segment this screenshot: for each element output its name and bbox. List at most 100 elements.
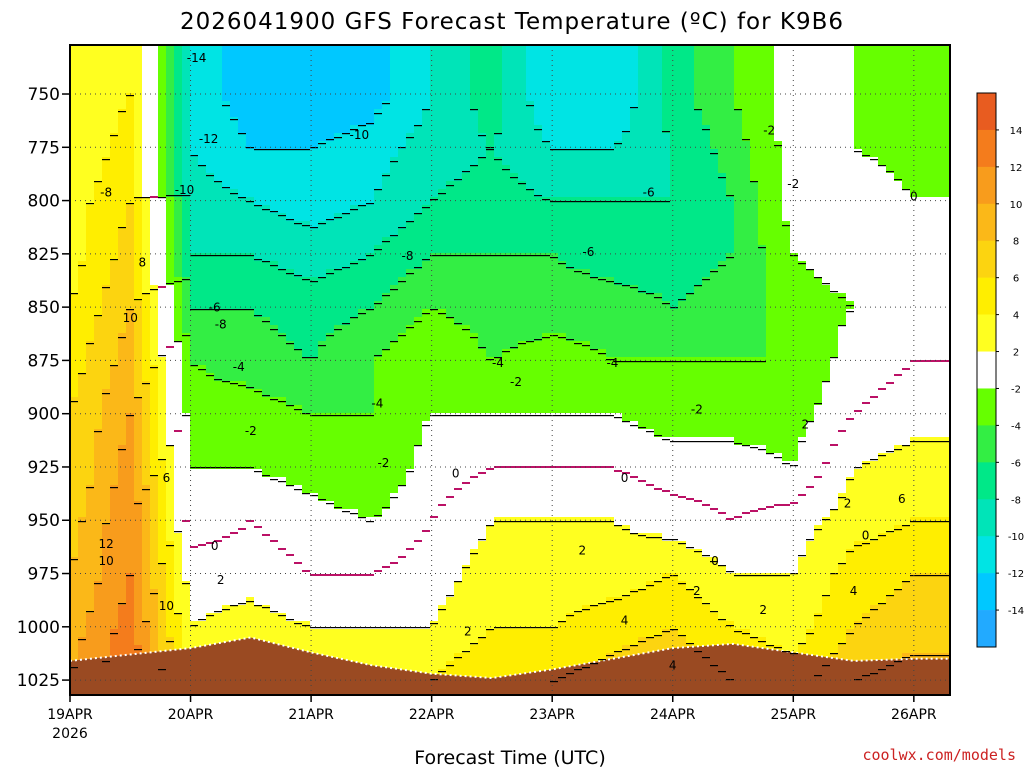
temperature-cell xyxy=(526,293,535,302)
temperature-cell xyxy=(206,101,215,110)
temperature-cell xyxy=(94,133,103,142)
temperature-cell xyxy=(470,453,479,462)
temperature-cell xyxy=(238,405,247,414)
temperature-cell xyxy=(182,133,191,142)
temperature-cell xyxy=(542,509,551,518)
temperature-cell xyxy=(166,501,175,510)
temperature-cell xyxy=(398,469,407,478)
temperature-cell xyxy=(222,405,231,414)
temperature-cell xyxy=(526,53,535,62)
temperature-cell xyxy=(478,477,487,486)
temperature-cell xyxy=(206,93,215,102)
temperature-cell xyxy=(246,621,255,630)
temperature-cell xyxy=(86,549,95,558)
temperature-cell xyxy=(198,405,207,414)
temperature-cell xyxy=(286,525,295,534)
temperature-cell xyxy=(294,77,303,86)
temperature-cell xyxy=(70,69,79,78)
temperature-cell xyxy=(414,69,423,78)
temperature-cell xyxy=(502,189,511,198)
temperature-cell xyxy=(374,277,383,286)
temperature-cell xyxy=(150,573,159,582)
temperature-cell xyxy=(230,389,239,398)
temperature-cell xyxy=(382,301,391,310)
temperature-cell xyxy=(406,629,415,638)
temperature-cell xyxy=(366,453,375,462)
temperature-cell xyxy=(270,533,279,542)
temperature-cell xyxy=(302,317,311,326)
temperature-cell xyxy=(302,213,311,222)
temperature-cell xyxy=(78,381,87,390)
temperature-cell xyxy=(78,53,87,62)
temperature-cell xyxy=(446,453,455,462)
temperature-cell xyxy=(118,101,127,110)
temperature-cell xyxy=(102,77,111,86)
temperature-cell xyxy=(286,557,295,566)
temperature-cell xyxy=(190,221,199,230)
temperature-cell xyxy=(134,525,143,534)
temperature-cell xyxy=(246,69,255,78)
temperature-cell xyxy=(150,109,159,118)
temperature-cell xyxy=(478,429,487,438)
temperature-cell xyxy=(286,437,295,446)
temperature-cell xyxy=(342,381,351,390)
temperature-cell xyxy=(334,485,343,494)
temperature-cell xyxy=(406,405,415,414)
temperature-cell xyxy=(334,205,343,214)
temperature-cell xyxy=(230,445,239,454)
temperature-cell xyxy=(550,389,559,398)
temperature-cell xyxy=(422,141,431,150)
temperature-cell xyxy=(550,509,559,518)
temperature-cell xyxy=(382,309,391,318)
temperature-cell xyxy=(70,429,79,438)
temperature-cell xyxy=(78,133,87,142)
temperature-cell xyxy=(318,349,327,358)
temperature-cell xyxy=(118,165,127,174)
temperature-cell xyxy=(358,341,367,350)
temperature-cell xyxy=(318,69,327,78)
temperature-cell xyxy=(302,53,311,62)
temperature-cell xyxy=(334,117,343,126)
temperature-cell xyxy=(150,461,159,470)
temperature-cell xyxy=(358,429,367,438)
temperature-cell xyxy=(126,549,135,558)
temperature-cell xyxy=(118,317,127,326)
temperature-cell xyxy=(214,141,223,150)
temperature-cell xyxy=(382,421,391,430)
temperature-cell xyxy=(326,349,335,358)
temperature-cell xyxy=(398,61,407,70)
temperature-cell xyxy=(78,525,87,534)
temperature-cell xyxy=(454,261,463,270)
temperature-cell xyxy=(118,253,127,262)
temperature-cell xyxy=(150,93,159,102)
temperature-cell xyxy=(238,533,247,542)
temperature-cell xyxy=(374,397,383,406)
temperature-cell xyxy=(110,621,119,630)
temperature-cell xyxy=(166,85,175,94)
temperature-cell xyxy=(198,205,207,214)
temperature-cell xyxy=(206,333,215,342)
temperature-cell xyxy=(342,221,351,230)
temperature-cell xyxy=(230,133,239,142)
temperature-cell xyxy=(518,357,527,366)
temperature-cell xyxy=(390,93,399,102)
temperature-cell xyxy=(374,173,383,182)
temperature-cell xyxy=(182,597,191,606)
temperature-cell xyxy=(174,85,183,94)
temperature-cell xyxy=(438,213,447,222)
temperature-cell xyxy=(470,421,479,430)
temperature-cell xyxy=(110,85,119,94)
temperature-cell xyxy=(134,453,143,462)
temperature-cell xyxy=(270,293,279,302)
temperature-cell xyxy=(102,341,111,350)
temperature-cell xyxy=(286,445,295,454)
temperature-cell xyxy=(406,181,415,190)
temperature-cell xyxy=(206,453,215,462)
temperature-cell xyxy=(478,517,487,526)
temperature-cell xyxy=(270,461,279,470)
temperature-cell xyxy=(374,477,383,486)
temperature-cell xyxy=(134,621,143,630)
temperature-cell xyxy=(486,221,495,230)
temperature-cell xyxy=(214,477,223,486)
temperature-cell xyxy=(526,69,535,78)
